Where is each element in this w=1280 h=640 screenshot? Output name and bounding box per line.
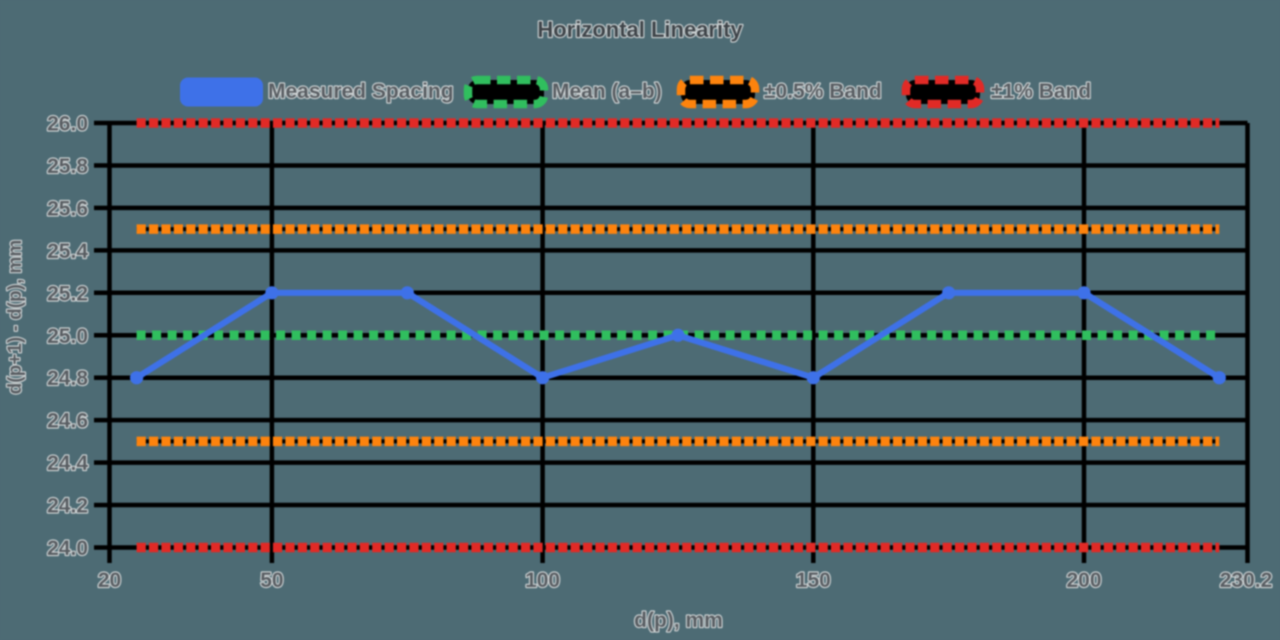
svg-text:d(p), mm: d(p), mm <box>634 609 723 632</box>
svg-text:25.8: 25.8 <box>47 155 88 178</box>
svg-text:24.2: 24.2 <box>47 495 88 518</box>
svg-text:24.0: 24.0 <box>47 537 88 560</box>
svg-text:20: 20 <box>98 569 121 592</box>
svg-text:d(p+1) - d(p), mm: d(p+1) - d(p), mm <box>5 240 26 395</box>
svg-text:200: 200 <box>1066 569 1101 592</box>
svg-text:24.8: 24.8 <box>47 367 88 390</box>
svg-text:100: 100 <box>525 569 560 592</box>
svg-text:Mean (a–b): Mean (a–b) <box>552 80 662 103</box>
svg-text:±0.5% Band: ±0.5% Band <box>764 80 882 103</box>
svg-text:Measured Spacing: Measured Spacing <box>268 80 454 103</box>
svg-text:25.0: 25.0 <box>47 325 88 348</box>
svg-text:26.0: 26.0 <box>47 113 88 136</box>
svg-text:24.4: 24.4 <box>47 452 88 475</box>
svg-text:24.6: 24.6 <box>47 410 88 433</box>
svg-text:25.4: 25.4 <box>47 240 88 263</box>
svg-text:±1% Band: ±1% Band <box>991 80 1091 103</box>
svg-text:150: 150 <box>796 569 831 592</box>
svg-text:230.2: 230.2 <box>1220 569 1273 592</box>
svg-text:25.2: 25.2 <box>47 282 88 305</box>
svg-text:25.6: 25.6 <box>47 197 88 220</box>
svg-text:50: 50 <box>260 569 283 592</box>
svg-text:Horizontal Linearity: Horizontal Linearity <box>537 17 743 42</box>
